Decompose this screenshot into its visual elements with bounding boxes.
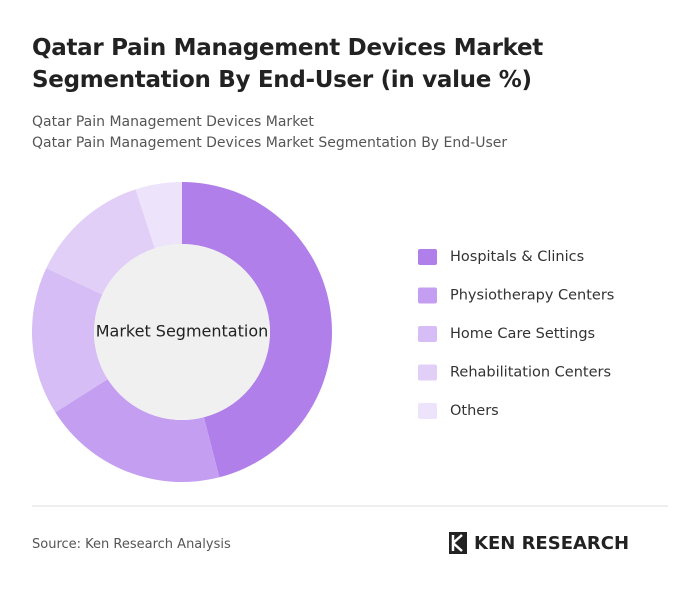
legend-swatch bbox=[418, 249, 437, 265]
legend-label: Home Care Settings bbox=[450, 326, 595, 342]
subtitle: Qatar Pain Management Devices Market bbox=[32, 114, 314, 130]
donut-segment bbox=[135, 182, 182, 249]
donut-hole bbox=[94, 244, 270, 420]
legend-swatch bbox=[418, 326, 437, 342]
donut-segment bbox=[182, 182, 332, 478]
legend-label: Others bbox=[450, 403, 499, 419]
center-label: Market Segmentation bbox=[96, 322, 269, 341]
legend-label: Rehabilitation Centers bbox=[450, 365, 611, 381]
legend-swatch bbox=[418, 403, 437, 419]
donut-segment bbox=[55, 379, 220, 482]
legend-label: Physiotherapy Centers bbox=[450, 288, 614, 304]
legend-swatch bbox=[418, 287, 437, 304]
donut-segment bbox=[46, 189, 155, 295]
source: Source: Ken Research Analysis bbox=[32, 537, 231, 552]
legend-swatch bbox=[418, 364, 437, 381]
legend-label: Hospitals & Clinics bbox=[450, 249, 584, 265]
subtitle: Qatar Pain Management Devices Market Seg… bbox=[32, 135, 508, 151]
logo-icon bbox=[449, 532, 467, 554]
chart-title: Qatar Pain Management Devices Market Seg… bbox=[32, 35, 543, 93]
donut-segment bbox=[32, 268, 108, 413]
logo-text: KEN RESEARCH bbox=[474, 533, 629, 554]
logo-icon bbox=[451, 534, 463, 552]
